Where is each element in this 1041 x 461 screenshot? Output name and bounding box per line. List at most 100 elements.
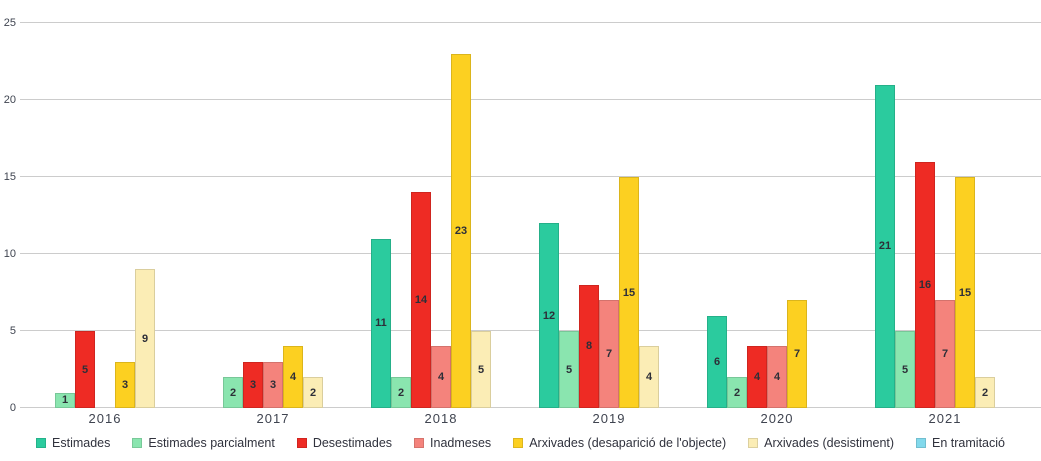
bar-slot-desestimades-2018: 14 <box>411 192 431 408</box>
bar-estimades-2021[interactable]: 21 <box>875 84 895 408</box>
bar-inadmeses-2020[interactable]: 4 <box>767 346 787 408</box>
legend-label: Estimades parcialment <box>148 436 275 450</box>
bar-slot-estimades-2020: 6 <box>707 315 727 408</box>
legend-label: Estimades <box>52 436 111 450</box>
bar-estimades-parcialment-2016[interactable]: 1 <box>55 392 75 408</box>
bar-value-label: 8 <box>585 340 593 353</box>
bar-value-label: 23 <box>454 224 468 237</box>
bar-arxivades-desaparici-de-l-objecte-2019[interactable]: 15 <box>619 177 639 408</box>
bar-slot-estimades-2019: 12 <box>539 223 559 408</box>
bar-arxivades-desistiment-2017[interactable]: 2 <box>303 377 323 408</box>
bar-slot-desestimades-2017: 3 <box>243 361 263 408</box>
legend-swatch-en-tramitaci <box>916 438 927 448</box>
bar-arxivades-desistiment-2018[interactable]: 5 <box>471 331 491 408</box>
bar-inadmeses-2018[interactable]: 4 <box>431 346 451 408</box>
bar-slot-estimades-parcialment-2021: 5 <box>895 331 915 408</box>
bar-desestimades-2018[interactable]: 14 <box>411 192 431 408</box>
bar-value-label: 5 <box>81 363 89 376</box>
bar-arxivades-desaparici-de-l-objecte-2017[interactable]: 4 <box>283 346 303 408</box>
bar-value-label: 7 <box>605 348 613 361</box>
bar-desestimades-2017[interactable]: 3 <box>243 361 263 408</box>
bar-value-label: 4 <box>753 371 761 384</box>
gridline-10 <box>20 253 1041 254</box>
legend-item-estimades[interactable]: Estimades <box>36 436 110 450</box>
bar-value-label: 4 <box>437 371 445 384</box>
legend-label: Desestimades <box>312 436 393 450</box>
legend-item-arxivades-desistiment[interactable]: Arxivades (desistiment) <box>748 436 894 450</box>
legend-swatch-desestimades <box>296 438 307 448</box>
bar-desestimades-2016[interactable]: 5 <box>75 331 95 408</box>
bar-value-label: 3 <box>121 378 129 391</box>
bar-inadmeses-2017[interactable]: 3 <box>263 361 283 408</box>
legend-swatch-estimades <box>36 438 47 448</box>
bar-group-2021: 21 5 16 7 15 2 <box>875 23 1015 408</box>
gridline-25 <box>20 22 1041 23</box>
bar-groups: 1 5 3 9 2 3 3 4 2 11 2 14 4 23 5 12 5 8 7 15 4 6 2 4 4 7 21 5 16 7 15 2 <box>35 23 1015 408</box>
bar-arxivades-desistiment-2019[interactable]: 4 <box>639 346 659 408</box>
bar-value-label: 21 <box>878 240 892 253</box>
bar-value-label: 5 <box>477 363 485 376</box>
bar-estimades-parcialment-2018[interactable]: 2 <box>391 377 411 408</box>
bar-value-label: 5 <box>901 363 909 376</box>
bar-slot-arxivades-desaparici-de-l-objecte-2017: 4 <box>283 346 303 408</box>
x-tick-label-2016: 2016 <box>88 411 122 426</box>
legend: Estimades Estimades parcialment Desestimad… <box>0 436 1041 450</box>
bar-arxivades-desaparici-de-l-objecte-2020[interactable]: 7 <box>787 300 807 408</box>
bar-desestimades-2019[interactable]: 8 <box>579 284 599 408</box>
y-tick-label-25: 25 <box>3 17 16 29</box>
bar-desestimades-2020[interactable]: 4 <box>747 346 767 408</box>
bar-arxivades-desaparici-de-l-objecte-2016[interactable]: 3 <box>115 361 135 408</box>
bar-inadmeses-2021[interactable]: 7 <box>935 300 955 408</box>
bar-slot-estimades-parcialment-2020: 2 <box>727 377 747 408</box>
bar-value-label: 2 <box>733 386 741 399</box>
legend-swatch-estimades-parcialment <box>132 438 143 448</box>
bar-slot-arxivades-desistiment-2021: 2 <box>975 377 995 408</box>
bar-estimades-2019[interactable]: 12 <box>539 223 559 408</box>
bar-slot-arxivades-desistiment-2018: 5 <box>471 331 491 408</box>
bar-slot-arxivades-desaparici-de-l-objecte-2020: 7 <box>787 300 807 408</box>
gridline-5 <box>20 330 1041 331</box>
bar-estimades-2018[interactable]: 11 <box>371 238 391 408</box>
bar-slot-estimades-parcialment-2017: 2 <box>223 377 243 408</box>
bar-value-label: 4 <box>289 371 297 384</box>
y-tick-label-15: 15 <box>3 171 16 183</box>
bar-slot-estimades-2021: 21 <box>875 84 895 408</box>
bar-estimades-2020[interactable]: 6 <box>707 315 727 408</box>
legend-item-estimades-parcialment[interactable]: Estimades parcialment <box>132 436 275 450</box>
bar-estimades-parcialment-2020[interactable]: 2 <box>727 377 747 408</box>
gridline-15 <box>20 176 1041 177</box>
bar-inadmeses-2019[interactable]: 7 <box>599 300 619 408</box>
bar-value-label: 3 <box>269 378 277 391</box>
bar-arxivades-desistiment-2016[interactable]: 9 <box>135 269 155 408</box>
legend-label: Arxivades (desaparició de l'objecte) <box>529 436 727 450</box>
bar-slot-estimades-parcialment-2019: 5 <box>559 331 579 408</box>
bar-estimades-parcialment-2017[interactable]: 2 <box>223 377 243 408</box>
x-tick-label-2018: 2018 <box>424 411 458 426</box>
bar-slot-inadmeses-2020: 4 <box>767 346 787 408</box>
legend-swatch-inadmeses <box>414 438 425 448</box>
legend-item-en-tramitaci[interactable]: En tramitació <box>916 436 1005 450</box>
legend-item-desestimades[interactable]: Desestimades <box>296 436 393 450</box>
bar-slot-arxivades-desaparici-de-l-objecte-2016: 3 <box>115 361 135 408</box>
bar-estimades-parcialment-2019[interactable]: 5 <box>559 331 579 408</box>
x-tick-label-2019: 2019 <box>592 411 626 426</box>
bar-estimades-parcialment-2021[interactable]: 5 <box>895 331 915 408</box>
bar-desestimades-2021[interactable]: 16 <box>915 161 935 408</box>
bar-arxivades-desistiment-2021[interactable]: 2 <box>975 377 995 408</box>
bar-arxivades-desaparici-de-l-objecte-2018[interactable]: 23 <box>451 53 471 408</box>
legend-item-inadmeses[interactable]: Inadmeses <box>414 436 491 450</box>
legend-label: En tramitació <box>932 436 1005 450</box>
legend-item-arxivades-desaparici-de-l-objecte[interactable]: Arxivades (desaparició de l'objecte) <box>513 436 726 450</box>
legend-swatch-arxivades-desistiment <box>748 438 759 448</box>
bar-value-label: 16 <box>918 278 932 291</box>
bar-arxivades-desaparici-de-l-objecte-2021[interactable]: 15 <box>955 177 975 408</box>
bar-value-label: 15 <box>622 286 636 299</box>
bar-value-label: 5 <box>565 363 573 376</box>
y-tick-label-10: 10 <box>3 248 16 260</box>
bar-value-label: 7 <box>941 348 949 361</box>
gridline-20 <box>20 99 1041 100</box>
bar-slot-arxivades-desistiment-2016: 9 <box>135 269 155 408</box>
bar-value-label: 15 <box>958 286 972 299</box>
